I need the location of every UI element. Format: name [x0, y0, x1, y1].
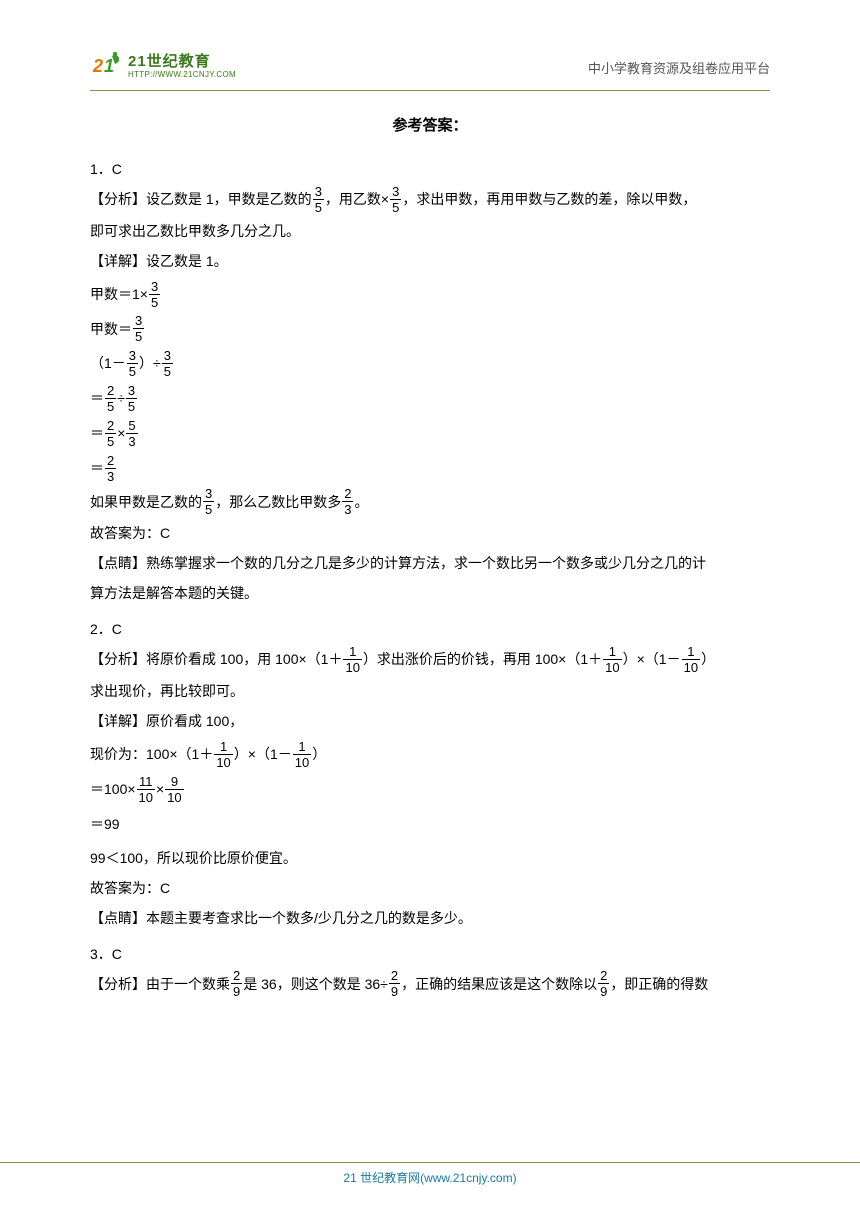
text: ＝	[90, 425, 104, 441]
q1-tip-2: 算方法是解答本题的关键。	[90, 579, 770, 607]
q1-detail: 【详解】设乙数是 1。	[90, 247, 770, 275]
q3-number: 3．C	[90, 940, 770, 968]
q2-step1: 现价为：100×（1＋110）×（1－110）	[90, 739, 770, 770]
text: ）×（1－	[234, 746, 292, 762]
fraction: 29	[231, 969, 242, 998]
fraction: 35	[126, 384, 137, 413]
page-title: 参考答案：	[90, 111, 770, 141]
q1-conclusion: 如果甲数是乙数的35，那么乙数比甲数多23。	[90, 488, 770, 518]
fraction: 29	[598, 969, 609, 998]
text: ×	[117, 425, 125, 441]
text: ，即正确的得数	[610, 976, 708, 992]
text: 甲数＝1×	[90, 286, 148, 302]
fraction: 35	[162, 349, 173, 378]
page-footer: 21 世纪教育网(www.21cnjy.com)	[0, 1162, 860, 1186]
fraction: 25	[105, 419, 116, 448]
q2-number: 2．C	[90, 615, 770, 643]
logo-icon: 2 1	[90, 50, 124, 84]
page-header: 2 1 21世纪教育 HTTP://WWW.21CNJY.COM 中小学教育资源…	[90, 50, 770, 91]
text: ）×（1－	[623, 651, 681, 667]
q1-step3: （1－35）÷35	[90, 348, 770, 379]
text: （1－	[90, 355, 126, 371]
q1-number: 1．C	[90, 155, 770, 183]
fraction: 35	[149, 280, 160, 309]
fraction: 110	[603, 645, 621, 674]
text: ×	[156, 781, 164, 797]
text: 【分析】将原价看成 100，用 100×（1＋	[90, 651, 342, 667]
logo-text: 21世纪教育 HTTP://WWW.21CNJY.COM	[128, 54, 236, 79]
q3-analysis: 【分析】由于一个数乘29是 36，则这个数是 36÷29，正确的结果应该是这个数…	[90, 970, 770, 1000]
logo: 2 1 21世纪教育 HTTP://WWW.21CNJY.COM	[90, 50, 236, 84]
q2-analysis-2: 求出现价，再比较即可。	[90, 677, 770, 705]
q1-step5: ＝25×53	[90, 418, 770, 449]
text: 是 36，则这个数是 36÷	[243, 976, 388, 992]
logo-sub: HTTP://WWW.21CNJY.COM	[128, 71, 236, 80]
text: ）÷	[139, 355, 161, 371]
fraction: 29	[389, 969, 400, 998]
q1-analysis-2: 即可求出乙数比甲数多几分之几。	[90, 217, 770, 245]
text: 【分析】设乙数是 1，甲数是乙数的	[90, 191, 312, 207]
svg-text:1: 1	[104, 56, 114, 76]
text: 现价为：100×（1＋	[90, 746, 213, 762]
text: ）	[701, 651, 715, 667]
fraction: 35	[313, 185, 324, 214]
q2-step2: ＝100×1110×910	[90, 774, 770, 805]
q2-tip: 【点睛】本题主要考查求比一个数多/少几分之几的数是多少。	[90, 904, 770, 932]
text: ＝	[90, 460, 104, 476]
q1-step2: 甲数＝35	[90, 314, 770, 345]
fraction: 110	[343, 645, 361, 674]
fraction: 23	[342, 487, 353, 516]
svg-text:2: 2	[92, 56, 103, 76]
text: ，那么乙数比甲数多	[215, 494, 341, 510]
fraction: 23	[105, 454, 116, 483]
fraction: 35	[203, 487, 214, 516]
logo-main: 21世纪教育	[128, 54, 236, 71]
text: 甲数＝	[90, 321, 132, 337]
text: 【分析】由于一个数乘	[90, 976, 230, 992]
fraction: 35	[133, 314, 144, 343]
text: ）求出涨价后的价钱，再用 100×（1＋	[363, 651, 602, 667]
content: 参考答案： 1．C 【分析】设乙数是 1，甲数是乙数的35，用乙数×35，求出甲…	[90, 111, 770, 999]
q1-answer: 故答案为：C	[90, 519, 770, 547]
fraction: 910	[165, 775, 183, 804]
text: ，求出甲数，再用甲数与乙数的差，除以甲数，	[402, 191, 696, 207]
q2-detail: 【详解】原价看成 100，	[90, 707, 770, 735]
q1-analysis: 【分析】设乙数是 1，甲数是乙数的35，用乙数×35，求出甲数，再用甲数与乙数的…	[90, 185, 770, 215]
fraction: 35	[390, 185, 401, 214]
text: 。	[354, 494, 368, 510]
text: ＝100×	[90, 781, 136, 797]
text: ，正确的结果应该是这个数除以	[401, 976, 597, 992]
text: ＝	[90, 390, 104, 406]
text: ÷	[117, 390, 125, 406]
q1-tip: 【点睛】熟练掌握求一个数的几分之几是多少的计算方法，求一个数比另一个数多或少几分…	[90, 549, 770, 577]
q1-step1: 甲数＝1×35	[90, 279, 770, 310]
text: ，用乙数×	[325, 191, 389, 207]
q2-analysis: 【分析】将原价看成 100，用 100×（1＋110）求出涨价后的价钱，再用 1…	[90, 645, 770, 675]
fraction: 53	[126, 419, 137, 448]
q2-answer: 故答案为：C	[90, 874, 770, 902]
header-subtitle: 中小学教育资源及组卷应用平台	[588, 58, 770, 77]
text: ）	[312, 746, 326, 762]
q2-step3: ＝99	[90, 809, 770, 840]
text: 如果甲数是乙数的	[90, 494, 202, 510]
fraction: 1110	[137, 775, 155, 804]
fraction: 35	[127, 349, 138, 378]
fraction: 110	[293, 740, 311, 769]
q1-step6: ＝23	[90, 453, 770, 484]
fraction: 110	[682, 645, 700, 674]
fraction: 110	[214, 740, 232, 769]
q1-step4: ＝25÷35	[90, 383, 770, 414]
fraction: 25	[105, 384, 116, 413]
q2-compare: 99＜100，所以现价比原价便宜。	[90, 844, 770, 872]
